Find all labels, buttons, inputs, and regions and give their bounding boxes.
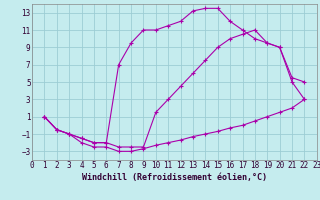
X-axis label: Windchill (Refroidissement éolien,°C): Windchill (Refroidissement éolien,°C)	[82, 173, 267, 182]
